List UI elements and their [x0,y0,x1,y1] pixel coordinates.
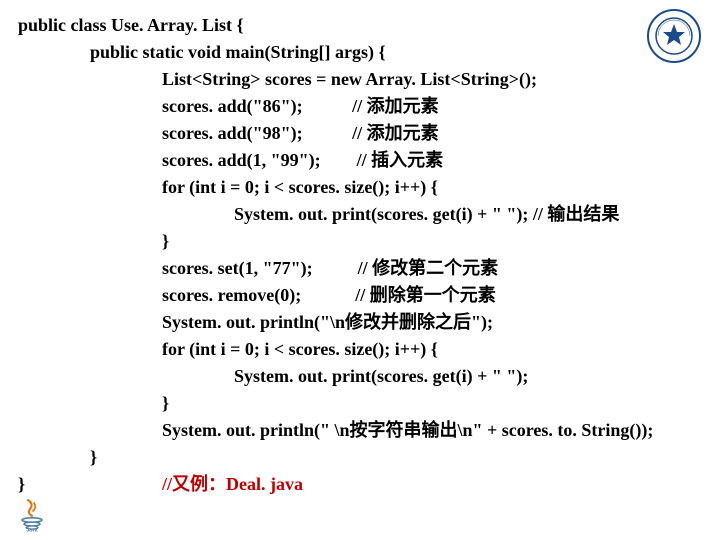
code-line: } [18,228,702,255]
code-line: scores. remove(0); // 删除第一个元素 [18,282,702,309]
code-line: for (int i = 0; i < scores. size(); i++)… [18,336,702,363]
code-line: for (int i = 0; i < scores. size(); i++)… [18,174,702,201]
code-line: System. out. print(scores. get(i) + " ")… [18,363,702,390]
university-seal-icon [646,8,702,64]
code-listing: public class Use. Array. List { public s… [18,12,702,498]
code-line: } [18,390,702,417]
code-line: } [18,444,702,471]
code-line: scores. set(1, "77"); // 修改第二个元素 [18,255,702,282]
code-line: public static void main(String[] args) { [18,39,702,66]
code-line: System. out. println(" \n按字符串输出\n" + sco… [18,417,702,444]
code-line: } [18,471,25,498]
code-line: scores. add(1, "99"); // 插入元素 [18,147,702,174]
code-line: public class Use. Array. List { [18,12,702,39]
java-logo-icon: Java [14,496,50,532]
code-line: System. out. println("\n修改并删除之后"); [18,309,702,336]
code-comment-example: //又例：Deal. java [18,474,303,494]
code-line: System. out. print(scores. get(i) + " ")… [18,201,702,228]
code-line: scores. add("98"); // 添加元素 [18,120,702,147]
svg-text:Java: Java [26,528,37,533]
code-line: List<String> scores = new Array. List<St… [18,66,702,93]
code-line: scores. add("86"); // 添加元素 [18,93,702,120]
